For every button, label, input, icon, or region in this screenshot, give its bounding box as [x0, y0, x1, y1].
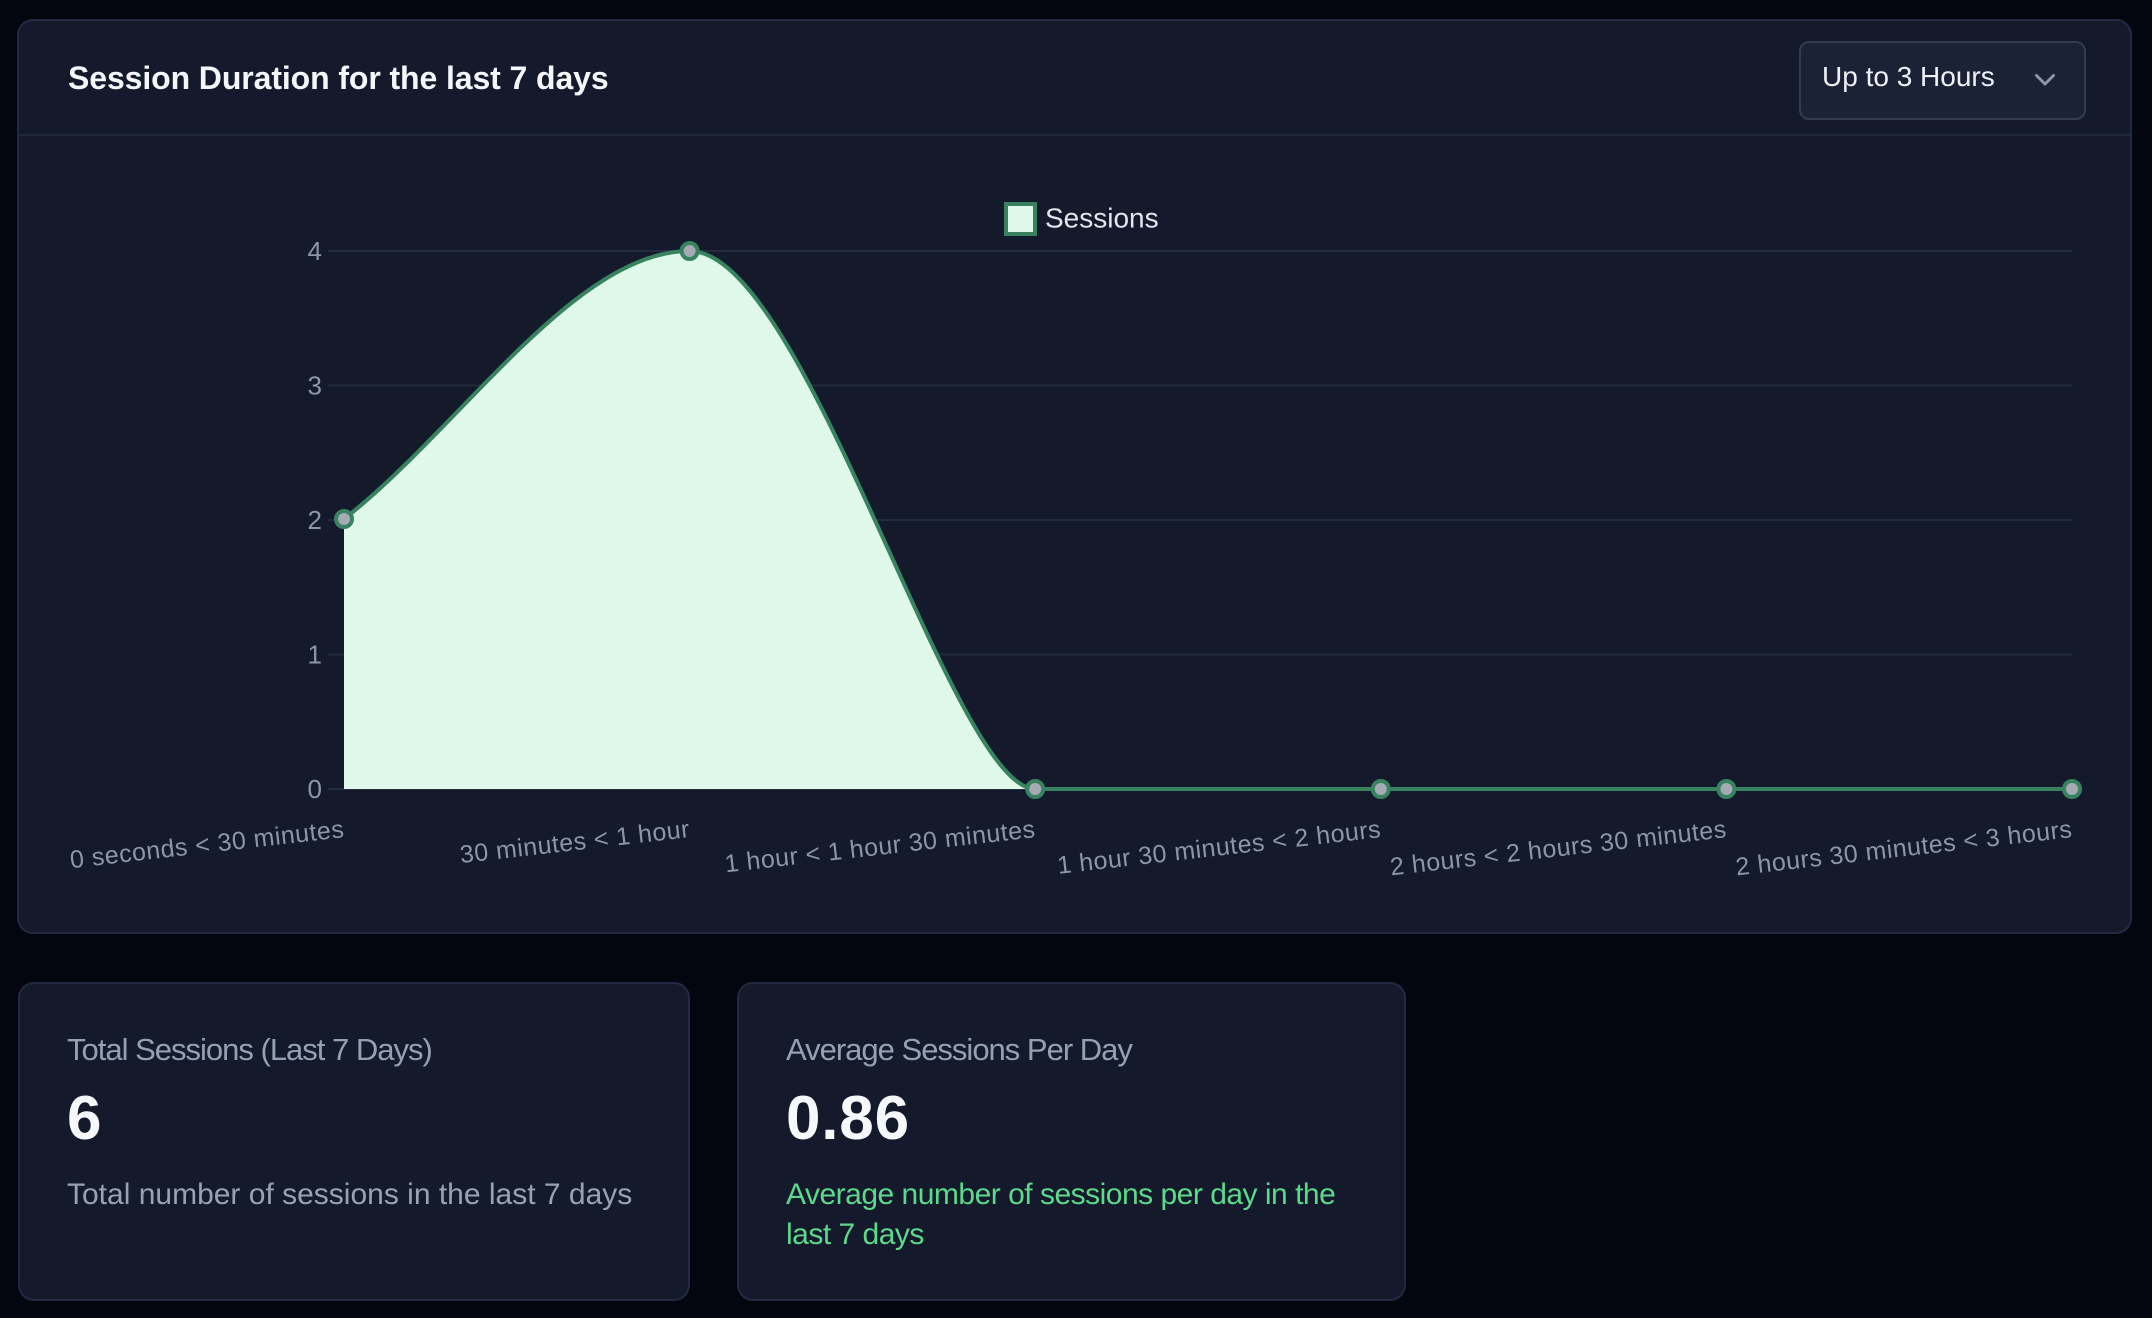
svg-text:3: 3: [308, 371, 322, 401]
svg-text:0 seconds < 30 minutes: 0 seconds < 30 minutes: [69, 815, 346, 874]
svg-text:1: 1: [308, 640, 322, 670]
svg-text:1 hour 30 minutes < 2 hours: 1 hour 30 minutes < 2 hours: [1056, 815, 1383, 880]
svg-text:2 hours 30 minutes < 3 hours: 2 hours 30 minutes < 3 hours: [1734, 815, 2073, 881]
svg-text:30 minutes < 1 hour: 30 minutes < 1 hour: [458, 815, 691, 869]
svg-text:2: 2: [308, 505, 322, 535]
svg-text:2 hours < 2 hours 30 minutes: 2 hours < 2 hours 30 minutes: [1389, 815, 1728, 881]
svg-text:1 hour < 1 hour 30 minutes: 1 hour < 1 hour 30 minutes: [723, 815, 1037, 878]
svg-text:Sessions: Sessions: [1045, 203, 1159, 234]
svg-text:0: 0: [308, 774, 322, 804]
svg-text:4: 4: [308, 236, 322, 266]
